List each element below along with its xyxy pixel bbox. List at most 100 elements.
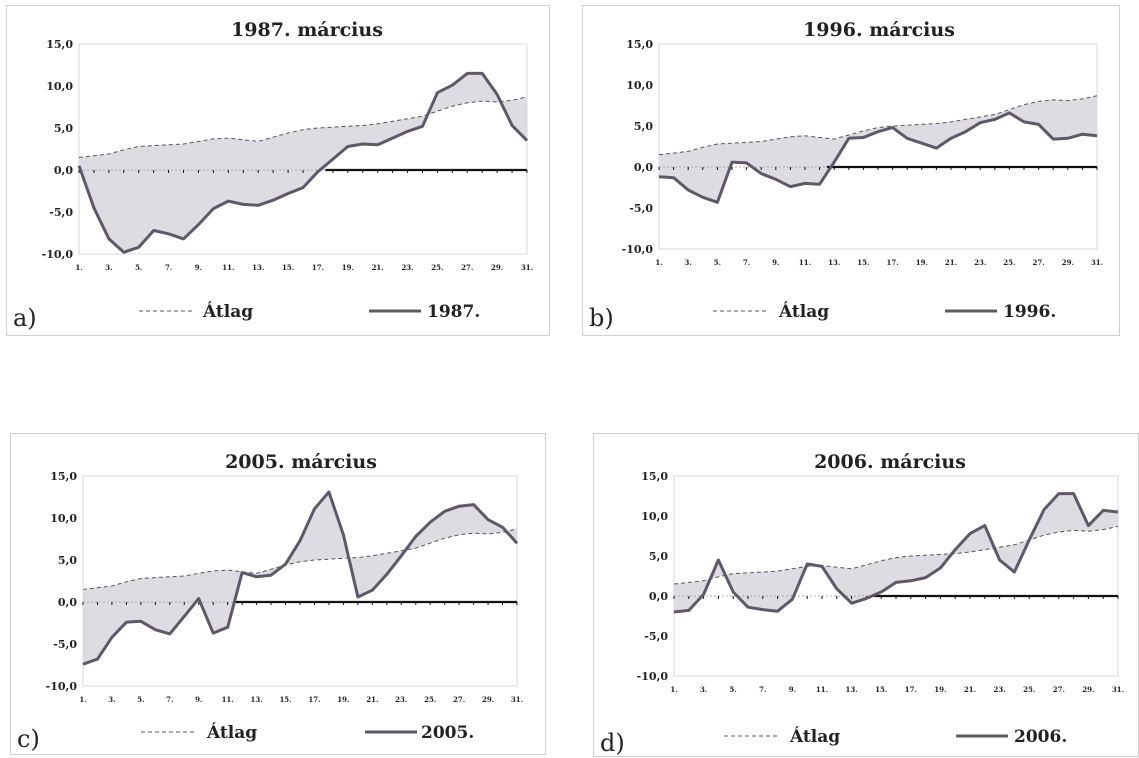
x-tick-label: 31. [1112,685,1124,694]
x-tick-label: 3. [105,263,112,272]
anomaly-shading [79,73,527,253]
x-tick-label: 13. [252,263,264,272]
x-tick-label: 9. [195,263,202,272]
chart-panel-b: 1996. március 15,0 10,0 5,0 0,0 -5,0 -10,0 1. 3.… [582,5,1120,336]
y-tick-label: 5,0 [634,120,653,133]
y-tick-label: 0,0 [54,164,73,177]
x-tick-label: 11. [816,685,828,694]
x-tick-label: 19. [337,695,349,704]
x-tick-label: 21. [945,258,957,267]
x-tick-label: 31. [511,695,523,704]
series-year-line [658,111,1098,204]
x-tick-label: 29. [482,695,494,704]
y-tick-label: -5,0 [629,202,653,215]
x-tick-label: 23. [401,263,413,272]
y-tick-label: -5,0 [49,206,73,219]
legend-average-label: Átlag [202,301,253,322]
panel-label: c) [17,725,40,753]
y-tick-label: 0,0 [649,590,668,603]
chart-svg: 2006. március 15,0 10,0 5,0 0,0 -5,0 -10,01. 3.… [600,451,1124,757]
y-tick-label: 15,0 [50,470,77,483]
x-tick-label: 13. [251,695,263,704]
x-tick-label: 7. [759,685,766,694]
x-tick-label: 15. [875,685,887,694]
x-tick-label: 7. [166,695,173,704]
x-tick-label: 1. [655,258,662,267]
legend-year-label: 1987. [427,302,480,322]
x-tick-label: 29. [1062,258,1074,267]
x-tick-label: 17. [308,695,320,704]
legend-average-label: Átlag [778,301,829,322]
x-tick-label: 27. [453,695,465,704]
x-tick-label: 23. [395,695,407,704]
y-tick-label: 10,0 [46,80,73,93]
x-tick-label: 9. [789,685,796,694]
chart-svg: 1996. március 15,0 10,0 5,0 0,0 -5,0 -10,01. 3.… [589,19,1103,332]
x-tick-label: 23. [994,685,1006,694]
x-tick-label: 25. [1023,685,1035,694]
y-tick-label: 10,0 [626,79,653,92]
x-tick-label: 13. [828,258,840,267]
plot-area [82,475,518,687]
x-tick-label: 15. [857,258,869,267]
x-tick-label: 21. [372,263,384,272]
x-tick-label: 11. [222,695,234,704]
x-tick-label: 11. [799,258,811,267]
series-year-line [82,490,519,666]
chart-title: 1987. március [231,19,383,41]
x-tick-label: 15. [279,695,291,704]
chart-svg: 2005. március 15,0 10,0 5,0 0,0 -5,0 -10,01. 3.… [17,451,523,753]
x-tick-label: 7. [743,258,750,267]
x-tick-label: 5. [730,685,737,694]
legend-average-label: Átlag [206,722,257,743]
x-tick-label: 29. [1082,685,1094,694]
chart-svg: 1987. március 15,0 10,0 5,0 0,0 -5,0 -10,01. 3.… [13,19,533,332]
anomaly-shading [674,493,1118,612]
y-tick-label: 5,0 [58,554,77,567]
y-tick-label: 10,0 [641,510,668,523]
series-average-line [78,96,528,158]
x-tick-label: 27. [1053,685,1065,694]
x-tick-label: 9. [772,258,779,267]
x-tick-label: 31. [521,263,533,272]
y-tick-label: 15,0 [46,38,73,51]
y-tick-label: -5,0 [644,630,668,643]
plot-area [673,475,1119,677]
series-year-line [673,492,1119,614]
x-tick-label: 17. [905,685,917,694]
y-tick-label: 5,0 [54,122,73,135]
plot-area [78,43,528,255]
x-tick-label: 25. [424,695,436,704]
chart-title: 1996. március [803,19,955,41]
y-tick-label: 15,0 [641,470,668,483]
y-tick-label: -10,0 [637,670,669,683]
plot-area [658,43,1098,250]
x-tick-label: 3. [108,695,115,704]
series-average-line [673,525,1119,585]
x-tick-label: 17. [887,258,899,267]
x-tick-label: 13. [846,685,858,694]
y-tick-label: -10,0 [46,680,78,693]
y-tick-label: 10,0 [50,512,77,525]
chart-panel-d: 2006. március 15,0 10,0 5,0 0,0 -5,0 -10,0 1. 3.… [593,433,1139,757]
x-tick-label: 1. [79,695,86,704]
legend-year-label: 2005. [421,723,474,743]
x-tick-label: 7. [165,263,172,272]
x-tick-label: 9. [195,695,202,704]
y-tick-label: -10,0 [622,243,654,256]
y-tick-label: -5,0 [53,638,77,651]
x-tick-label: 21. [366,695,378,704]
x-tick-label: 25. [431,263,443,272]
x-tick-label: 27. [461,263,473,272]
x-tick-label: 5. [137,695,144,704]
chart-title: 2005. március [225,451,377,473]
x-tick-label: 23. [974,258,986,267]
x-tick-label: 29. [491,263,503,272]
chart-panel-c: 2005. március 15,0 10,0 5,0 0,0 -5,0 -10,0 1. 3.… [10,433,546,755]
y-tick-label: 15,0 [626,38,653,51]
x-tick-label: 17. [312,263,324,272]
x-tick-label: 19. [916,258,928,267]
panel-label: b) [589,304,614,332]
x-tick-label: 19. [342,263,354,272]
x-tick-label: 3. [685,258,692,267]
